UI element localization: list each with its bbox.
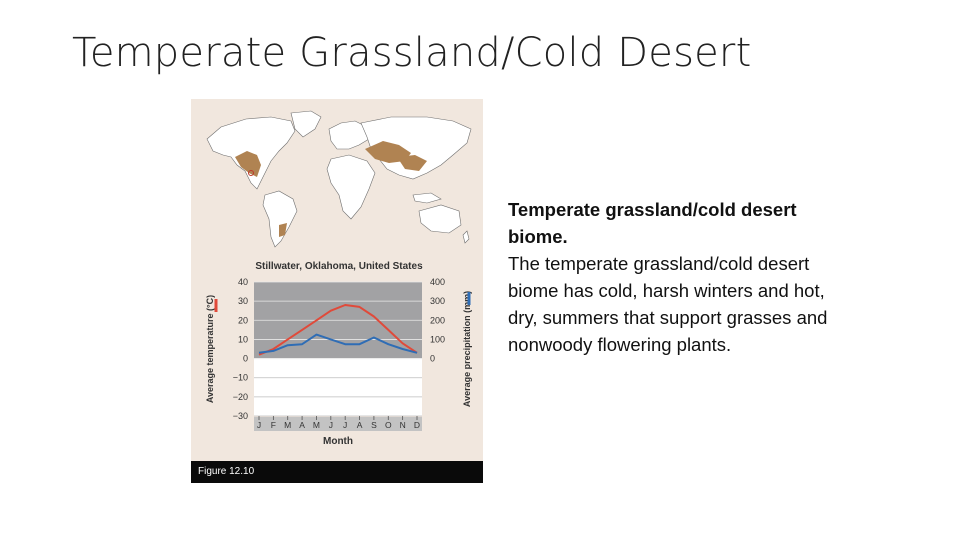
figure-caption-bar: Figure 12.10 — [191, 461, 483, 483]
description-lead: Temperate grassland/cold desert biome. — [508, 199, 797, 247]
biome-south-america — [279, 223, 287, 237]
x-tick-label: A — [357, 420, 363, 430]
right-axis-label: Average precipitation (mm) — [462, 291, 472, 407]
landmass-australia — [418, 204, 462, 234]
biome-north-america — [235, 151, 261, 177]
left-tick-label: 10 — [238, 334, 248, 344]
landmass-greenland — [290, 110, 322, 138]
left-tick-label: 40 — [238, 277, 248, 287]
series-layer — [258, 304, 418, 356]
x-tick-label: M — [284, 420, 291, 430]
left-tick-label: −30 — [233, 411, 248, 421]
x-tick-label: D — [414, 420, 420, 430]
right-tick-label: 100 — [430, 334, 445, 344]
biome-east-asia — [397, 155, 427, 171]
left-tick-label: 30 — [238, 296, 248, 306]
climate-figure: Stillwater, Oklahoma, United States 40 30… — [191, 99, 483, 483]
landmass-south-america — [262, 190, 298, 248]
landmass-europe — [328, 120, 370, 150]
description-text: Temperate grassland/cold desert biome. T… — [508, 196, 828, 358]
right-tick-label: 200 — [430, 315, 445, 325]
gridlines — [254, 281, 422, 417]
right-tick-label: 0 — [430, 354, 435, 364]
landmass-indonesia — [412, 192, 442, 204]
world-map — [206, 110, 472, 248]
left-axis-label: Average temperature (°C) — [205, 295, 215, 403]
left-tick-label: 20 — [238, 315, 248, 325]
x-tick-label: J — [257, 420, 261, 430]
left-tick-label: 0 — [243, 354, 248, 364]
left-tick-label: −20 — [233, 392, 248, 402]
x-tick-label: F — [271, 420, 276, 430]
x-tick-label: J — [343, 420, 347, 430]
x-tick-label: J — [329, 420, 333, 430]
description-body: The temperate grassland/cold desert biom… — [508, 253, 828, 355]
x-tick-label: S — [371, 420, 377, 430]
plot-area-negative — [254, 358, 422, 416]
left-axis-ticks: 40 30 20 10 0 −10 −20 −30 — [233, 277, 248, 421]
left-tick-label: −10 — [233, 373, 248, 383]
x-tick-label: M — [313, 420, 320, 430]
chart-title: Stillwater, Oklahoma, United States — [255, 261, 423, 272]
slide-title: Temperate Grassland/Cold Desert — [72, 30, 752, 76]
landmass-africa — [326, 154, 376, 220]
right-tick-label: 400 — [430, 277, 445, 287]
temperature-line — [258, 304, 418, 356]
right-tick-label: 300 — [430, 296, 445, 306]
right-axis-ticks: 400 300 200 100 0 — [430, 277, 445, 364]
x-tick-label: N — [400, 420, 406, 430]
biome-regions — [235, 141, 427, 237]
month-axis-band — [254, 417, 422, 431]
landmass-new-zealand — [462, 230, 470, 244]
x-axis-label: Month — [323, 436, 353, 447]
precipitation-line — [258, 333, 418, 354]
figure-caption: Figure 12.10 — [198, 466, 255, 477]
location-marker — [248, 170, 254, 176]
x-tick-label: A — [299, 420, 305, 430]
x-tick-label: O — [385, 420, 392, 430]
climate-chart: Stillwater, Oklahoma, United States 40 30… — [205, 261, 472, 447]
right-axis-label-group: Average precipitation (mm) — [462, 291, 472, 407]
left-axis-label-group: Average temperature (°C) — [205, 295, 215, 403]
